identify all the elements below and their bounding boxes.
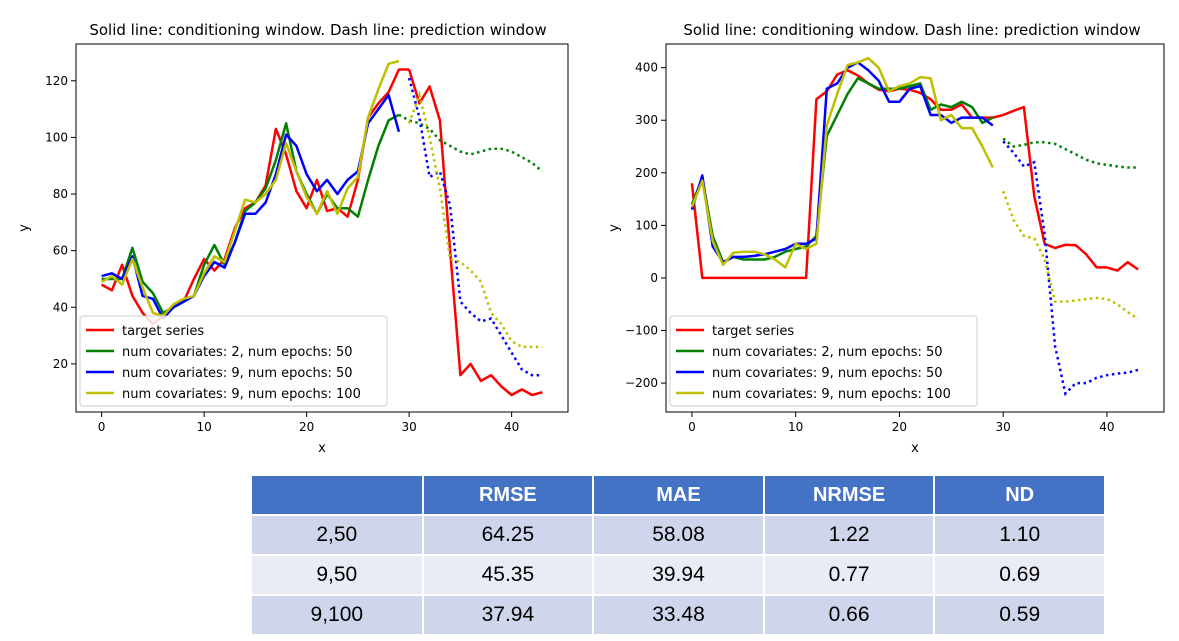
metrics-header-cell: MAE [593, 476, 765, 516]
table-row: 9,100 37.94 33.48 0.66 0.59 [252, 595, 1106, 636]
table-cell: 0.77 [763, 555, 936, 596]
table-row: 9,50 45.35 39.94 0.77 0.69 [252, 555, 1106, 596]
chart-title: Solid line: conditioning window. Dash li… [89, 21, 546, 39]
x-tick-label: 0 [688, 420, 696, 434]
x-tick-label: 10 [788, 420, 803, 434]
series-3-solid-line [690, 56, 994, 269]
x-tick-label: 0 [98, 420, 106, 434]
x-tick-label: 20 [892, 420, 907, 434]
metrics-header-cell: ND [934, 476, 1106, 516]
y-axis-label: y [17, 224, 32, 232]
y-tick-label: 100 [635, 218, 658, 232]
y-tick-label: 80 [53, 187, 68, 201]
legend-label: target series [712, 324, 794, 339]
metrics-table: RMSE MAE NRMSE ND 2,50 64.25 58.08 1.22 … [252, 476, 1106, 636]
x-tick-label: 40 [1099, 420, 1114, 434]
table-row: 2,50 64.25 58.08 1.22 1.10 [252, 515, 1106, 556]
y-tick-label: 100 [45, 130, 68, 144]
legend-box [79, 315, 388, 407]
table-cell: 37.94 [422, 595, 595, 636]
series-2-dotted-line [1002, 140, 1139, 397]
legend-label: num covariates: 9, num epochs: 100 [712, 387, 951, 402]
plot-frame [75, 43, 569, 413]
series-1-dotted-line [1002, 137, 1139, 169]
x-tick-label: 40 [504, 420, 519, 434]
plot-frame [665, 43, 1165, 413]
series-2-solid-line [101, 93, 401, 320]
y-tick-label: −200 [625, 376, 658, 390]
x-tick-label: 10 [196, 420, 211, 434]
table-cell: 1.22 [763, 515, 936, 556]
table-cell: 2,50 [252, 515, 424, 556]
metrics-header-cell: NRMSE [763, 476, 936, 516]
table-cell: 9,50 [252, 555, 424, 596]
series-2-solid-line [690, 61, 994, 264]
legend-label: num covariates: 2, num epochs: 50 [122, 345, 353, 360]
y-tick-label: 300 [635, 113, 658, 127]
series-1-solid-line [690, 76, 994, 264]
x-tick-label: 20 [299, 420, 314, 434]
legend-label: num covariates: 9, num epochs: 100 [122, 387, 361, 402]
x-axis-label: x [318, 441, 326, 456]
legend-box [669, 315, 978, 407]
y-tick-label: 200 [635, 166, 658, 180]
y-tick-label: 40 [53, 300, 68, 314]
table-cell: 64.25 [422, 515, 595, 556]
legend-label: num covariates: 9, num epochs: 50 [712, 366, 943, 381]
legend-label: target series [122, 324, 204, 339]
table-cell: 1.10 [934, 515, 1106, 556]
table-cell: 0.66 [763, 595, 936, 636]
chart-title: Solid line: conditioning window. Dash li… [683, 21, 1140, 39]
series-1-dotted-line [398, 113, 544, 173]
chart-right: Solid line: conditioning window. Dash li… [607, 21, 1165, 456]
y-tick-label: 20 [53, 357, 68, 371]
series-3-dotted-line [407, 90, 543, 349]
series-3-dotted-line [1002, 190, 1139, 320]
y-tick-label: 0 [650, 271, 658, 285]
y-tick-label: 400 [635, 61, 658, 75]
series-2-dotted-line [407, 77, 543, 377]
metrics-header-row: RMSE MAE NRMSE ND [252, 476, 1106, 516]
series-0-solid-line [690, 69, 1004, 280]
table-cell: 45.35 [422, 555, 595, 596]
x-tick-label: 30 [401, 420, 416, 434]
chart-left: Solid line: conditioning window. Dash li… [17, 21, 569, 456]
series-3-solid-line [100, 59, 400, 318]
metrics-header-cell [252, 476, 424, 516]
series-0-tail-line [1002, 105, 1139, 272]
y-tick-label: 60 [53, 244, 68, 258]
table-cell: 33.48 [593, 595, 765, 636]
legend-label: num covariates: 9, num epochs: 50 [122, 366, 353, 381]
table-cell: 0.69 [934, 555, 1106, 596]
x-axis-label: x [911, 441, 919, 456]
table-cell: 58.08 [593, 515, 765, 556]
series-1-solid-line [101, 113, 400, 315]
y-tick-label: 120 [45, 74, 68, 88]
series-0-tail-line [407, 69, 543, 397]
table-cell: 9,100 [252, 595, 424, 636]
y-tick-label: −100 [625, 324, 658, 338]
table-cell: 0.59 [934, 595, 1106, 636]
legend-label: num covariates: 2, num epochs: 50 [712, 345, 943, 360]
y-axis-label: y [607, 224, 622, 232]
x-tick-label: 30 [996, 420, 1011, 434]
table-cell: 39.94 [593, 555, 765, 596]
metrics-header-cell: RMSE [422, 476, 595, 516]
